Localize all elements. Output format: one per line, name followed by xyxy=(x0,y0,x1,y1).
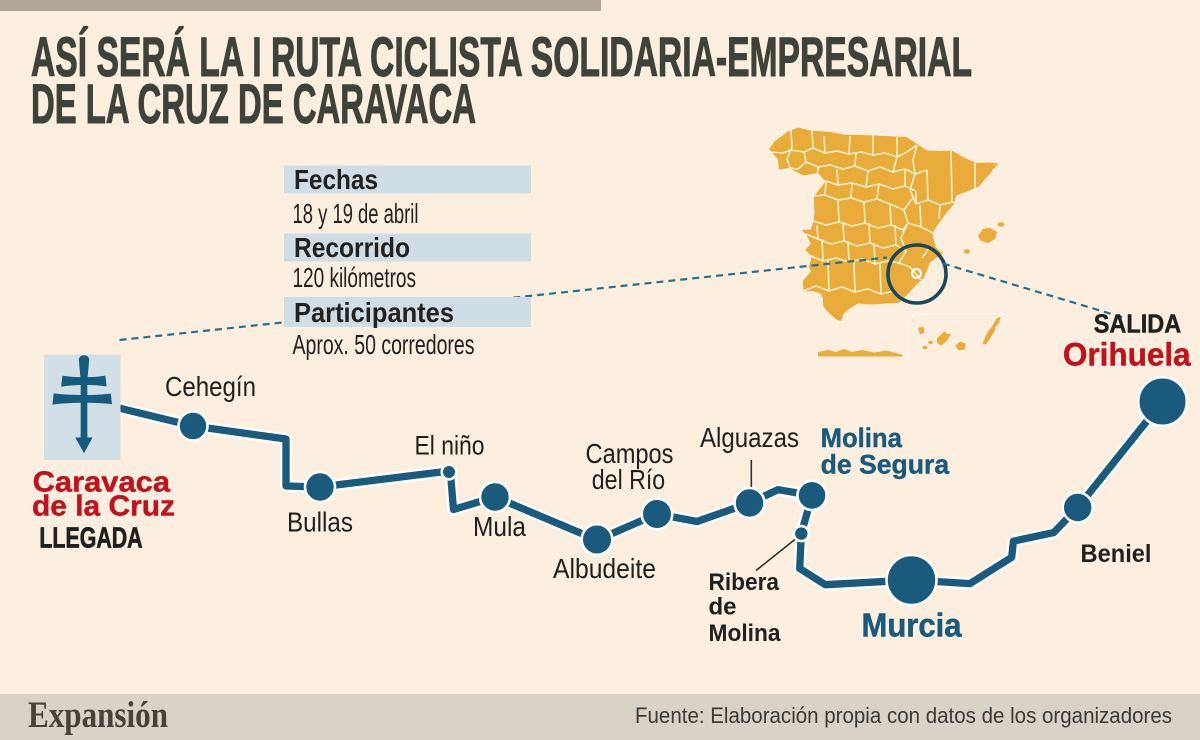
svg-text:Fuente: Elaboración propia con: Fuente: Elaboración propia con datos de … xyxy=(635,703,1172,728)
svg-text:Alguazas: Alguazas xyxy=(700,422,799,453)
svg-text:Beniel: Beniel xyxy=(1081,540,1152,568)
svg-text:ASÍ SERÁ LA I RUTA CICLISTA SO: ASÍ SERÁ LA I RUTA CICLISTA SOLIDARIA-EM… xyxy=(31,25,972,88)
svg-text:LLEGADA: LLEGADA xyxy=(39,522,142,554)
svg-text:Participantes: Participantes xyxy=(294,297,454,328)
svg-text:120 kilómetros: 120 kilómetros xyxy=(293,262,417,293)
svg-text:18 y 19 de abril: 18 y 19 de abril xyxy=(293,198,419,229)
svg-text:Murcia: Murcia xyxy=(862,608,962,645)
svg-text:El niño: El niño xyxy=(415,430,485,460)
svg-text:Recorrido: Recorrido xyxy=(294,232,410,263)
svg-text:de: de xyxy=(709,594,737,621)
svg-text:Orihuela: Orihuela xyxy=(1063,337,1192,373)
svg-text:Molina: Molina xyxy=(709,620,782,647)
svg-text:Cehegín: Cehegín xyxy=(165,371,256,402)
svg-text:Expansión: Expansión xyxy=(28,695,168,736)
svg-text:Fechas: Fechas xyxy=(294,164,378,195)
svg-text:Bullas: Bullas xyxy=(287,507,353,538)
svg-text:Mula: Mula xyxy=(473,511,526,542)
svg-text:de Segura: de Segura xyxy=(821,450,950,480)
svg-text:Aprox. 50 corredores: Aprox. 50 corredores xyxy=(293,329,475,360)
svg-text:Ribera: Ribera xyxy=(709,569,780,596)
svg-text:Campos: Campos xyxy=(586,438,674,469)
svg-text:Albudeite: Albudeite xyxy=(553,553,656,584)
svg-text:Caravaca: Caravaca xyxy=(33,467,171,499)
svg-text:Molina: Molina xyxy=(821,423,903,453)
svg-text:DE LA CRUZ DE CARAVACA: DE LA CRUZ DE CARAVACA xyxy=(31,72,476,135)
svg-text:SALIDA: SALIDA xyxy=(1094,311,1182,339)
svg-text:del Río: del Río xyxy=(592,464,665,495)
svg-text:de la Cruz: de la Cruz xyxy=(32,491,175,523)
